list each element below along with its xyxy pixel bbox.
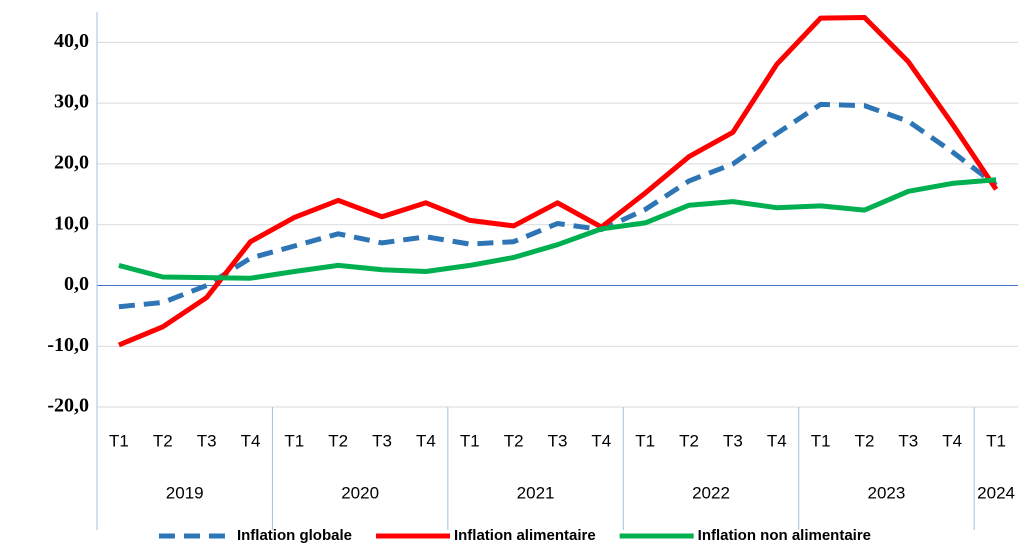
legend-label: Inflation non alimentaire — [698, 527, 871, 544]
x-group-label: 2024 — [977, 483, 1015, 502]
x-tick-label: T3 — [372, 431, 392, 450]
x-tick-label: T2 — [153, 431, 173, 450]
x-tick-label: T2 — [855, 431, 875, 450]
x-tick-label: T1 — [635, 431, 655, 450]
y-tick-label: -20,0 — [47, 395, 89, 417]
x-tick-label: T1 — [284, 431, 304, 450]
y-tick-label: 10,0 — [54, 212, 89, 234]
x-tick-label: T1 — [109, 431, 129, 450]
x-tick-label: T2 — [328, 431, 348, 450]
x-group-label: 2019 — [166, 483, 204, 502]
x-tick-label: T4 — [591, 431, 611, 450]
x-tick-label: T4 — [942, 431, 962, 450]
x-group-label: 2022 — [692, 483, 730, 502]
series-line — [117, 15, 999, 348]
x-tick-label: T3 — [898, 431, 918, 450]
y-tick-label: 20,0 — [54, 152, 89, 174]
x-group-label: 2023 — [868, 483, 906, 502]
y-tick-label: 0,0 — [64, 273, 89, 295]
x-tick-label: T4 — [416, 431, 436, 450]
x-tick-label: T3 — [723, 431, 743, 450]
x-group-label: 2021 — [517, 483, 555, 502]
x-tick-label: T2 — [679, 431, 699, 450]
x-tick-label: T4 — [241, 431, 261, 450]
x-tick-label: T1 — [986, 431, 1006, 450]
x-tick-label: T3 — [197, 431, 217, 450]
legend-label: Inflation globale — [237, 527, 352, 544]
x-tick-label: T1 — [460, 431, 480, 450]
x-tick-label: T2 — [504, 431, 524, 450]
x-tick-label: T3 — [548, 431, 568, 450]
x-tick-label: T4 — [767, 431, 787, 450]
x-group-label: 2020 — [341, 483, 379, 502]
x-tick-label: T1 — [811, 431, 831, 450]
legend-label: Inflation alimentaire — [454, 527, 596, 544]
series-line — [118, 101, 998, 310]
y-tick-label: -10,0 — [47, 334, 89, 356]
series-line — [118, 177, 997, 281]
y-tick-label: 30,0 — [54, 91, 89, 113]
y-tick-label: 40,0 — [54, 30, 89, 52]
